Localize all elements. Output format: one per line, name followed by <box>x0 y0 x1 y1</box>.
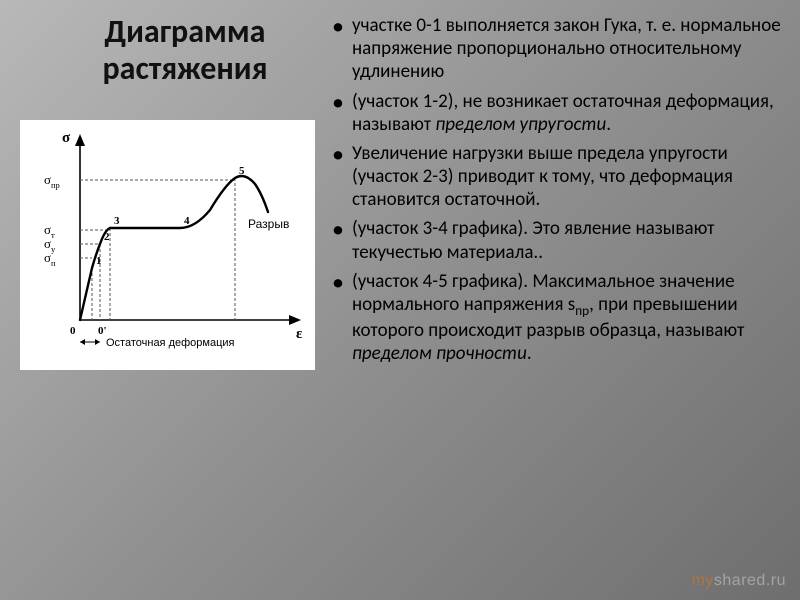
bullet-item: участке 0-1 выполняется закон Гука, т. е… <box>330 14 784 84</box>
svg-text:ε: ε <box>296 326 303 342</box>
svg-text:0': 0' <box>98 325 107 337</box>
svg-text:0: 0 <box>70 325 76 337</box>
bullet-item: Увеличение нагрузки выше предела упругос… <box>330 142 784 212</box>
svg-text:3: 3 <box>114 215 120 227</box>
svg-text:5: 5 <box>239 165 245 177</box>
slide: Диаграмма растяжения σεσпрσтσуσп1234500'… <box>0 0 800 600</box>
watermark: myshared.ru <box>692 572 786 590</box>
watermark-rest: shared.ru <box>714 572 786 589</box>
bullet-item: (участок 1-2), не возникает остаточная д… <box>330 90 784 136</box>
watermark-prefix: my <box>692 572 714 589</box>
bullet-item: (участок 3-4 графика). Это явление назыв… <box>330 217 784 263</box>
svg-text:4: 4 <box>184 215 190 227</box>
svg-text:2: 2 <box>104 231 110 243</box>
svg-text:σ: σ <box>62 130 71 146</box>
svg-text:Остаточная деформация: Остаточная деформация <box>106 337 235 349</box>
slide-title: Диаграмма растяжения <box>60 14 310 88</box>
svg-text:1: 1 <box>96 255 102 267</box>
bullet-item: (участок 4-5 графика). Максимальное знач… <box>330 270 784 366</box>
svg-text:Разрыв: Разрыв <box>248 217 289 231</box>
stress-strain-diagram: σεσпрσтσуσп1234500'Остаточная деформация… <box>20 120 315 370</box>
bullet-list: участке 0-1 выполняется закон Гука, т. е… <box>330 14 784 371</box>
